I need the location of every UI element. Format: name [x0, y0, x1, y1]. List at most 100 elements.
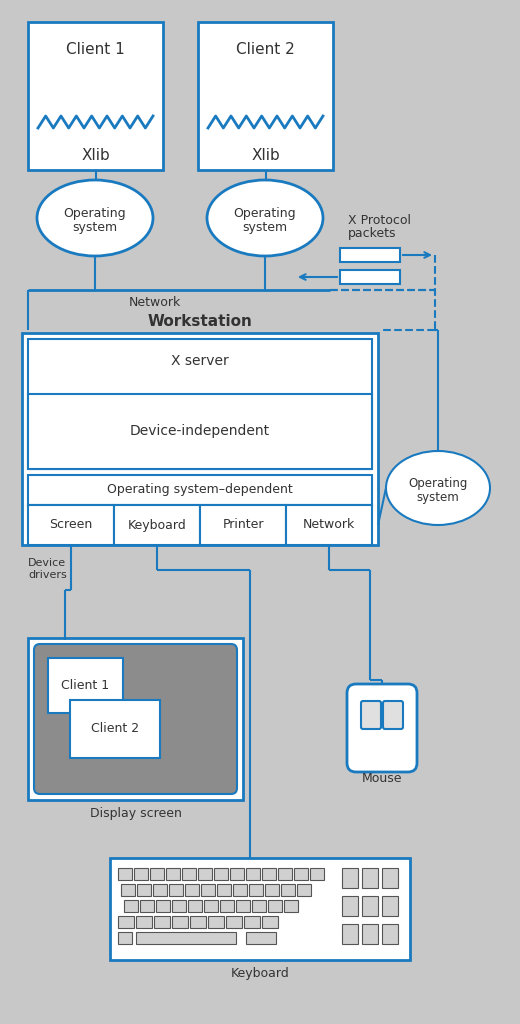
Bar: [362, 896, 378, 916]
Bar: [154, 916, 170, 928]
Bar: [342, 896, 358, 916]
Bar: [230, 868, 244, 880]
Bar: [284, 900, 298, 912]
Bar: [286, 505, 372, 545]
Bar: [136, 932, 236, 944]
Bar: [169, 884, 183, 896]
Bar: [121, 884, 135, 896]
Bar: [137, 884, 151, 896]
Bar: [110, 858, 410, 961]
Bar: [134, 868, 148, 880]
Bar: [28, 505, 114, 545]
Bar: [28, 475, 372, 505]
Bar: [294, 868, 308, 880]
Bar: [246, 932, 276, 944]
Bar: [208, 916, 224, 928]
Text: Mouse: Mouse: [362, 772, 402, 785]
Ellipse shape: [207, 180, 323, 256]
Text: Device-independent: Device-independent: [130, 425, 270, 438]
Bar: [362, 868, 378, 888]
Bar: [22, 333, 378, 545]
Bar: [172, 916, 188, 928]
Bar: [190, 916, 206, 928]
Bar: [340, 270, 400, 284]
Text: packets: packets: [348, 226, 397, 240]
FancyBboxPatch shape: [361, 701, 381, 729]
Bar: [28, 638, 243, 800]
Bar: [28, 394, 372, 469]
Text: Display screen: Display screen: [89, 807, 181, 819]
Text: system: system: [72, 221, 118, 234]
Bar: [198, 868, 212, 880]
Text: Workstation: Workstation: [148, 314, 252, 330]
Text: Keyboard: Keyboard: [231, 968, 289, 981]
Text: system: system: [417, 492, 459, 505]
Bar: [226, 916, 242, 928]
Bar: [28, 339, 372, 469]
Bar: [114, 505, 200, 545]
Bar: [362, 924, 378, 944]
Bar: [48, 658, 123, 713]
Text: Network: Network: [303, 518, 355, 531]
FancyBboxPatch shape: [347, 684, 417, 772]
Bar: [182, 868, 196, 880]
Text: system: system: [242, 221, 288, 234]
Bar: [140, 900, 154, 912]
Text: Printer: Printer: [222, 518, 264, 531]
Bar: [262, 916, 278, 928]
Text: Client 1: Client 1: [66, 43, 125, 57]
Text: X server: X server: [171, 354, 229, 368]
Text: Operating system–dependent: Operating system–dependent: [107, 483, 293, 497]
Text: Operating: Operating: [233, 207, 296, 219]
Bar: [265, 884, 279, 896]
Bar: [198, 22, 333, 170]
FancyBboxPatch shape: [383, 701, 403, 729]
Bar: [118, 916, 134, 928]
Bar: [70, 700, 160, 758]
Bar: [188, 900, 202, 912]
Bar: [252, 900, 266, 912]
Bar: [166, 868, 180, 880]
Text: Screen: Screen: [49, 518, 93, 531]
Bar: [278, 868, 292, 880]
Bar: [217, 884, 231, 896]
Text: Operating: Operating: [63, 207, 126, 219]
Text: Operating: Operating: [408, 476, 467, 489]
Bar: [136, 916, 152, 928]
Bar: [382, 896, 398, 916]
Text: X Protocol: X Protocol: [348, 213, 411, 226]
Bar: [382, 868, 398, 888]
Bar: [236, 900, 250, 912]
Text: Device: Device: [28, 558, 66, 568]
Text: Xlib: Xlib: [251, 147, 280, 163]
Bar: [204, 900, 218, 912]
Bar: [124, 900, 138, 912]
Bar: [150, 868, 164, 880]
Bar: [233, 884, 247, 896]
Bar: [262, 868, 276, 880]
Bar: [118, 932, 132, 944]
Bar: [297, 884, 311, 896]
Text: Keyboard: Keyboard: [127, 518, 186, 531]
Bar: [342, 924, 358, 944]
Bar: [200, 505, 286, 545]
Text: Network: Network: [129, 297, 181, 309]
Bar: [382, 924, 398, 944]
Bar: [246, 868, 260, 880]
Text: drivers: drivers: [28, 570, 67, 580]
Text: Xlib: Xlib: [81, 147, 110, 163]
Ellipse shape: [386, 451, 490, 525]
Bar: [28, 22, 163, 170]
Bar: [172, 900, 186, 912]
Bar: [310, 868, 324, 880]
Bar: [185, 884, 199, 896]
Bar: [214, 868, 228, 880]
Bar: [201, 884, 215, 896]
Bar: [220, 900, 234, 912]
Bar: [340, 248, 400, 262]
Bar: [268, 900, 282, 912]
Bar: [281, 884, 295, 896]
Bar: [156, 900, 170, 912]
Bar: [153, 884, 167, 896]
Bar: [118, 868, 132, 880]
